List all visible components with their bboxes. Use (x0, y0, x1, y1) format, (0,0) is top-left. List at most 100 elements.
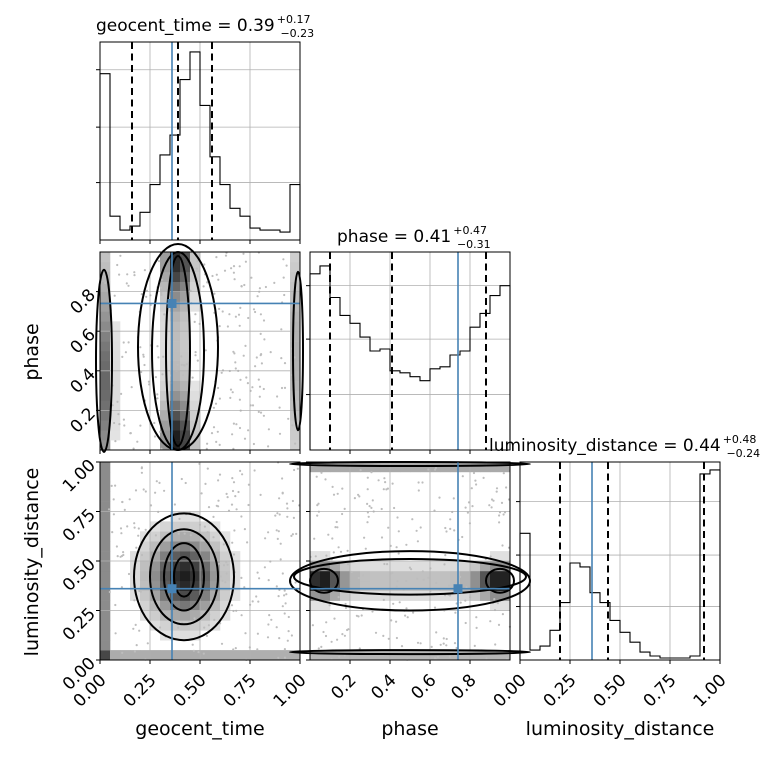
scatter-point (137, 534, 140, 537)
scatter-point (281, 491, 284, 494)
scatter-point (391, 482, 394, 485)
scatter-point (285, 264, 288, 267)
scatter-point (445, 637, 448, 641)
density-cell (160, 590, 171, 601)
scatter-point (268, 614, 271, 617)
density-cell (210, 531, 221, 542)
scatter-point (231, 391, 234, 394)
density-cell (490, 561, 501, 572)
density-cell (200, 620, 211, 631)
scatter-point (358, 647, 361, 650)
scatter-point (502, 513, 505, 516)
scatter-point (123, 424, 126, 427)
scatter-point (404, 614, 407, 617)
scatter-point (232, 422, 235, 425)
density-cell (100, 440, 111, 451)
scatter-point (287, 615, 290, 619)
density-layer (100, 252, 511, 661)
scatter-point (197, 651, 200, 654)
density-cell (180, 370, 191, 381)
scatter-point (160, 291, 163, 294)
scatter-point (256, 571, 259, 574)
scatter-point (267, 445, 270, 448)
scatter-point (230, 604, 234, 607)
density-cell (100, 331, 111, 342)
scatter-point (278, 637, 281, 640)
scatter-point (226, 563, 229, 566)
density-cell (100, 471, 111, 483)
density-cell (100, 281, 111, 292)
density-cell (470, 580, 481, 591)
density-cell (290, 440, 301, 451)
scatter-point (120, 532, 123, 535)
scatter-point (270, 618, 273, 621)
density-cell (180, 410, 191, 421)
scatter-point (251, 404, 255, 407)
density-cell (170, 610, 181, 621)
scatter-point (466, 511, 469, 514)
scatter-point (285, 593, 288, 596)
density-cell (500, 580, 511, 591)
truth-layer (100, 42, 593, 660)
density-cell (100, 430, 111, 441)
scatter-point (286, 507, 289, 510)
scatter-point (291, 424, 294, 427)
scatter-point (232, 350, 235, 353)
scatter-point (416, 540, 419, 543)
scatter-point (116, 555, 119, 558)
density-cell (390, 580, 401, 591)
scatter-point (396, 516, 399, 519)
density-cell (420, 650, 431, 661)
histogram-phase (309, 265, 511, 450)
scatter-point (133, 274, 136, 277)
density-cell (110, 410, 121, 421)
density-cell (190, 430, 201, 441)
density-cell (200, 541, 211, 552)
scatter-point (274, 514, 277, 517)
density-cell (380, 570, 391, 582)
scatter-point (322, 630, 325, 634)
density-cell (120, 650, 131, 661)
scatter-point (489, 620, 492, 623)
scatter-point (497, 623, 501, 627)
scatter-point (211, 274, 214, 278)
density-cell (190, 570, 201, 582)
scatter-point (223, 269, 227, 272)
scatter-point (140, 293, 143, 296)
scatter-point (278, 513, 281, 516)
density-cell (450, 462, 461, 473)
scatter-point (464, 599, 467, 602)
scatter-point (219, 575, 222, 578)
scatter-point (238, 324, 241, 327)
scatter-point (243, 437, 247, 440)
scatter-point (259, 313, 262, 316)
scatter-point (490, 498, 494, 501)
density-cell (450, 570, 461, 582)
density-cell (430, 590, 441, 601)
y-tick-label: 0.25 (59, 604, 100, 645)
scatter-point (203, 525, 206, 528)
scatter-point (229, 388, 233, 391)
scatter-point (218, 443, 221, 446)
density-cell (180, 430, 191, 441)
density-cell (180, 511, 191, 522)
scatter-point (277, 530, 280, 533)
scatter-point (207, 506, 211, 509)
density-cell (160, 271, 171, 282)
scatter-point (324, 478, 327, 481)
density-cell (310, 580, 321, 591)
scatter-point (140, 553, 144, 557)
density-cell (170, 590, 181, 601)
density-cell (350, 462, 361, 473)
density-cell (180, 301, 191, 312)
scatter-point (180, 477, 183, 481)
scatter-point (366, 502, 369, 505)
scatter-point (138, 629, 141, 632)
scatter-point (228, 313, 231, 316)
density-cell (340, 570, 351, 582)
scatter-point (439, 643, 442, 646)
scatter-point (275, 585, 278, 588)
density-cell (110, 341, 121, 352)
scatter-point (331, 537, 334, 540)
contour-line (149, 528, 219, 626)
